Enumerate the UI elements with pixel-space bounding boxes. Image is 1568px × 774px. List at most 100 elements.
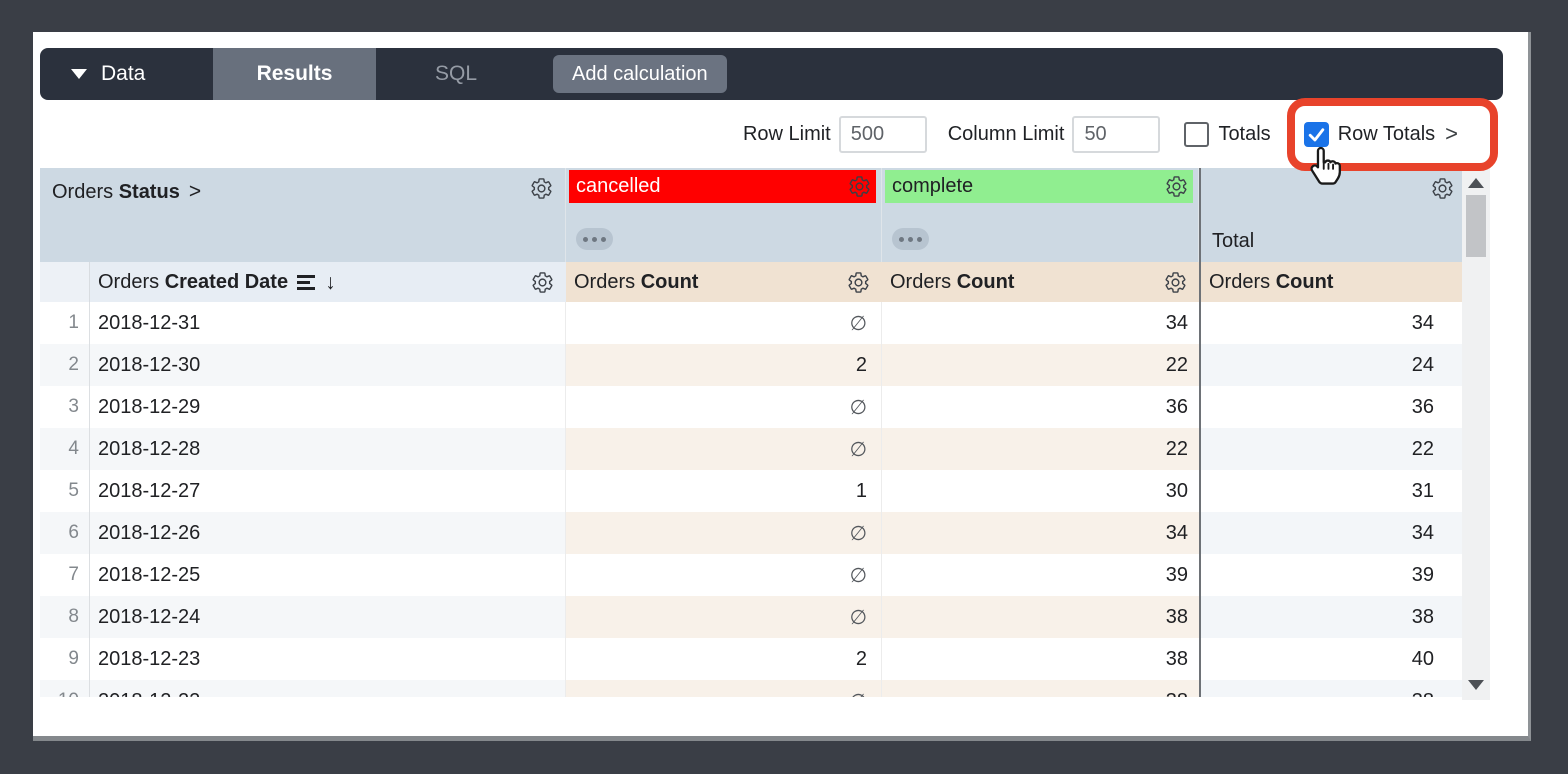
row-total-cell[interactable]: 31 [1199, 470, 1462, 512]
gear-icon[interactable] [531, 271, 554, 294]
explore-results-panel: Data Results SQL Add calculation Row Lim… [33, 32, 1531, 741]
data-label: Data [101, 62, 146, 85]
row-total-cell[interactable]: 39 [1199, 554, 1462, 596]
date-cell[interactable]: 2018-12-27 [90, 470, 566, 512]
pivot-field-header[interactable]: Orders Status > [40, 168, 566, 262]
table-row: 7 2018-12-25 ∅ 39 39 [40, 554, 1462, 596]
results-table: Orders Status > cancelled complete [40, 168, 1462, 697]
row-total-cell[interactable]: 40 [1199, 638, 1462, 680]
cancelled-count-cell[interactable]: ∅ [566, 428, 882, 470]
pivot-menu-button[interactable] [576, 228, 613, 250]
date-cell[interactable]: 2018-12-26 [90, 512, 566, 554]
gear-icon[interactable] [1431, 177, 1454, 200]
vertical-scrollbar[interactable] [1462, 168, 1490, 700]
controls-row: Row Limit Column Limit Totals Row Totals… [33, 98, 1528, 185]
cancelled-count-cell[interactable]: ∅ [566, 680, 882, 697]
checkmark-icon [1308, 127, 1324, 141]
cancelled-count-cell[interactable]: 2 [566, 638, 882, 680]
pivot-value-header-complete[interactable]: complete [885, 170, 1193, 203]
dimension-header[interactable]: Orders Created Date ↓ [90, 262, 566, 302]
complete-count-cell[interactable]: 38 [882, 596, 1199, 638]
table-row: 2 2018-12-30 2 22 24 [40, 344, 1462, 386]
row-number: 6 [40, 512, 90, 554]
complete-count-cell[interactable]: 38 [882, 680, 1199, 697]
complete-count-cell[interactable]: 34 [882, 512, 1199, 554]
pivot-header-row: Orders Status > cancelled complete [40, 168, 1462, 262]
row-total-cell[interactable]: 34 [1199, 512, 1462, 554]
row-total-cell[interactable]: 38 [1199, 596, 1462, 638]
row-number: 9 [40, 638, 90, 680]
cancelled-count-cell[interactable]: ∅ [566, 386, 882, 428]
complete-count-cell[interactable]: 38 [882, 638, 1199, 680]
row-limit-input[interactable] [838, 115, 927, 153]
pivot-value-header-cancelled[interactable]: cancelled [569, 170, 876, 203]
cancelled-count-cell[interactable]: ∅ [566, 512, 882, 554]
row-total-cell[interactable]: 22 [1199, 428, 1462, 470]
complete-count-cell[interactable]: 30 [882, 470, 1199, 512]
table-row: 6 2018-12-26 ∅ 34 34 [40, 512, 1462, 554]
pivot-column-complete: complete [882, 168, 1199, 262]
row-totals-checkbox[interactable] [1303, 121, 1329, 147]
date-cell[interactable]: 2018-12-25 [90, 554, 566, 596]
table-row: 9 2018-12-23 2 38 40 [40, 638, 1462, 680]
sort-desc-icon[interactable]: ↓ [325, 270, 336, 294]
date-cell[interactable]: 2018-12-31 [90, 302, 566, 344]
scroll-up-arrow[interactable] [1468, 178, 1484, 188]
tab-sql[interactable]: SQL [434, 62, 478, 85]
measure-header-cancelled[interactable]: Orders Count [566, 262, 882, 302]
complete-count-cell[interactable]: 39 [882, 554, 1199, 596]
measure-header-complete[interactable]: Orders Count [882, 262, 1199, 302]
cancelled-count-cell[interactable]: 1 [566, 470, 882, 512]
date-cell[interactable]: 2018-12-23 [90, 638, 566, 680]
totals-label: Totals [1218, 122, 1271, 145]
complete-count-cell[interactable]: 22 [882, 428, 1199, 470]
complete-count-cell[interactable]: 36 [882, 386, 1199, 428]
gear-icon[interactable] [848, 175, 871, 198]
date-cell[interactable]: 2018-12-29 [90, 386, 566, 428]
row-total-cell[interactable]: 34 [1199, 302, 1462, 344]
row-total-cell[interactable]: 24 [1199, 344, 1462, 386]
tab-results[interactable]: Results [213, 48, 376, 100]
row-total-cell[interactable]: 36 [1199, 386, 1462, 428]
field-header-row: Orders Created Date ↓ Orders Count Order… [40, 262, 1462, 302]
chevron-right-icon: > [188, 180, 202, 203]
row-number: 5 [40, 470, 90, 512]
complete-count-cell[interactable]: 22 [882, 344, 1199, 386]
pivot-menu-button[interactable] [892, 228, 929, 250]
table-row: 8 2018-12-24 ∅ 38 38 [40, 596, 1462, 638]
measure-label: Orders Count [574, 270, 699, 293]
cancelled-count-cell[interactable]: ∅ [566, 302, 882, 344]
row-number: 10 [40, 680, 90, 697]
date-cell[interactable]: 2018-12-30 [90, 344, 566, 386]
gear-icon[interactable] [1165, 175, 1188, 198]
row-total-cell[interactable]: 38 [1199, 680, 1462, 697]
chevron-right-icon[interactable]: > [1445, 121, 1458, 146]
row-number: 3 [40, 386, 90, 428]
gear-icon[interactable] [1164, 271, 1187, 294]
gear-icon[interactable] [530, 177, 553, 200]
date-cell[interactable]: 2018-12-22 [90, 680, 566, 697]
row-total-column-header: Total [1199, 168, 1462, 262]
date-cell[interactable]: 2018-12-24 [90, 596, 566, 638]
data-section-toggle[interactable]: Data [40, 48, 213, 100]
totals-checkbox[interactable] [1184, 121, 1210, 147]
cancelled-count-cell[interactable]: ∅ [566, 596, 882, 638]
subtotal-bars-icon [297, 274, 316, 291]
cancelled-count-cell[interactable]: ∅ [566, 554, 882, 596]
pivot-column-cancelled: cancelled [566, 168, 882, 262]
row-number: 7 [40, 554, 90, 596]
scroll-down-arrow[interactable] [1468, 680, 1484, 690]
chevron-down-icon [71, 69, 87, 79]
scroll-thumb[interactable] [1466, 195, 1486, 257]
row-number: 8 [40, 596, 90, 638]
topbar: Data Results SQL Add calculation [40, 48, 1503, 100]
cancelled-count-cell[interactable]: 2 [566, 344, 882, 386]
add-calculation-button[interactable]: Add calculation [553, 55, 727, 93]
date-cell[interactable]: 2018-12-28 [90, 428, 566, 470]
column-limit-input[interactable] [1072, 115, 1161, 153]
table-row: 3 2018-12-29 ∅ 36 36 [40, 386, 1462, 428]
complete-count-cell[interactable]: 34 [882, 302, 1199, 344]
gear-icon[interactable] [847, 271, 870, 294]
measure-header-total[interactable]: Orders Count [1199, 262, 1462, 302]
pivot-value-label: complete [892, 175, 974, 197]
